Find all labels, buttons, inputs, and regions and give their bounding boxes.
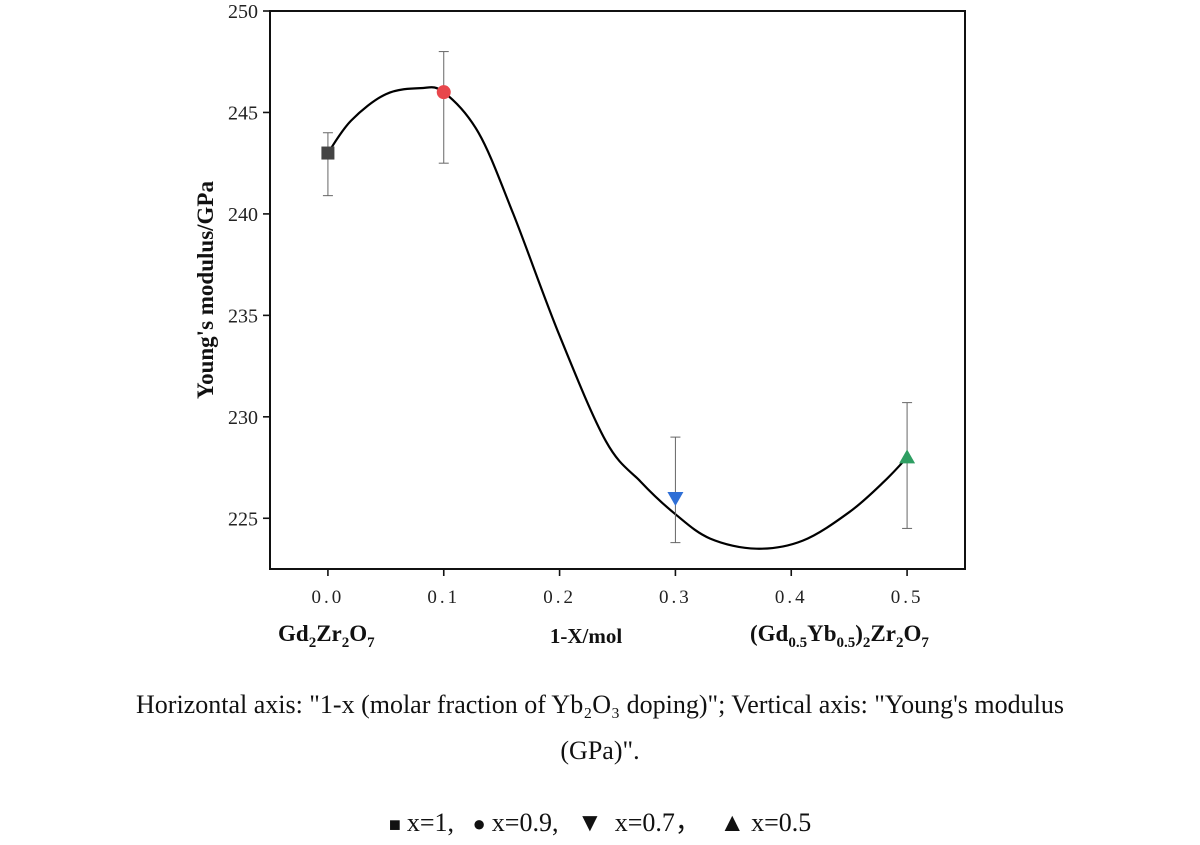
- composition-label-left: Gd2Zr2O7: [278, 621, 375, 651]
- circle-marker: [436, 85, 451, 100]
- y-tick-label: 250: [228, 1, 258, 23]
- square-icon: ■: [388, 814, 401, 836]
- legend-item-triangle-down: ▼ x=0.7，: [577, 802, 701, 839]
- triangle-down-marker: [667, 491, 684, 506]
- legend: ■ x=1, ● x=0.9, ▼ x=0.7， ▲ x=0.5: [0, 802, 1200, 839]
- caption-line-1: Horizontal axis: "1-x (molar fraction of…: [136, 690, 1064, 719]
- caption-line-2: (GPa)".: [560, 736, 640, 765]
- triangle-up-marker: [899, 449, 916, 464]
- x-tick-label: 0.3: [659, 587, 692, 608]
- error-bars: [322, 51, 913, 544]
- legend-label: x=1,: [406, 808, 454, 837]
- y-tick-label: 225: [228, 508, 258, 530]
- y-axis-label: Young's modulus/GPa: [193, 181, 218, 399]
- x-axis-label: 1-X/mol: [550, 624, 622, 648]
- triangle-up-icon: ▲: [719, 808, 746, 837]
- x-tick-label: 0.4: [775, 587, 808, 608]
- legend-item-triangle-up: ▲ x=0.5: [719, 808, 811, 838]
- youngs-modulus-chart: 225 230 235 240 245 250 0.0 0.1 0.2 0.3 0.4 0.5 Yo…: [193, 1, 966, 651]
- y-tick-label: 235: [228, 305, 258, 327]
- legend-label: x=0.9,: [491, 808, 559, 837]
- legend-label: x=0.5: [751, 808, 812, 837]
- triangle-down-icon: ▼: [576, 808, 603, 837]
- x-axis-ticks: 0.0 0.1 0.2 0.3 0.4 0.5: [312, 569, 924, 608]
- x-tick-label: 0.1: [427, 587, 460, 608]
- square-marker: [321, 146, 335, 160]
- composition-label-right: (Gd0.5Yb0.5)2Zr2O7: [750, 621, 929, 651]
- legend-item-circle: ● x=0.9,: [472, 808, 558, 838]
- legend-label: x=0.7，: [614, 808, 701, 837]
- x-tick-label: 0.2: [543, 587, 576, 608]
- legend-item-square: ■ x=1,: [389, 808, 454, 838]
- y-axis-ticks: 225 230 235 240 245 250: [228, 1, 270, 530]
- y-tick-label: 240: [228, 204, 258, 226]
- x-tick-label: 0.5: [891, 587, 924, 608]
- y-tick-label: 245: [228, 102, 258, 124]
- plot-frame: [269, 10, 966, 570]
- error-bar: [438, 51, 449, 164]
- circle-icon: ●: [472, 811, 486, 836]
- fit-curve: [327, 86, 908, 550]
- error-bar: [670, 436, 681, 544]
- y-tick-label: 230: [228, 407, 258, 429]
- error-bar: [902, 402, 913, 529]
- x-tick-label: 0.0: [312, 587, 345, 608]
- data-markers: [321, 85, 916, 506]
- error-bar: [322, 132, 333, 197]
